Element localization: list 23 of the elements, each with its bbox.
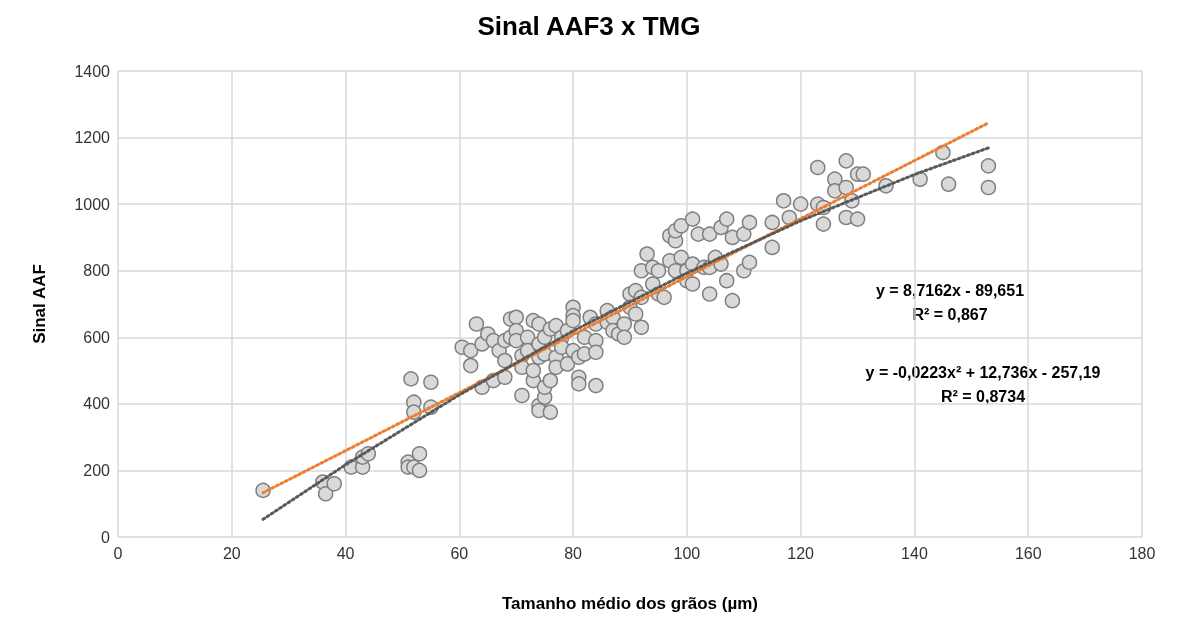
- x-tick-label: 0: [113, 544, 123, 562]
- y-tick-label: 1400: [74, 62, 111, 80]
- y-tick-label: 1000: [74, 195, 111, 213]
- x-tick-label: 140: [901, 544, 928, 562]
- y-tick-label: 600: [83, 328, 111, 346]
- chart-title: Sinal AAF3 x TMG: [477, 11, 701, 41]
- y-tick-label: 200: [83, 461, 111, 479]
- x-tick-label: 120: [787, 544, 815, 562]
- annotation: y = 8,7162x - 89,651 R² = 0,867: [875, 281, 1025, 323]
- x-tick-label: 160: [1014, 544, 1042, 562]
- x-tick-label: 100: [673, 544, 701, 562]
- x-tick-label: 60: [450, 544, 469, 562]
- x-tick-label: 20: [222, 544, 241, 562]
- x-tick-label: 80: [564, 544, 583, 562]
- x-tick-label: 180: [1128, 544, 1156, 562]
- x-axis-title: Tamanho médio dos grãos (µm): [501, 594, 759, 613]
- y-tick-label: 400: [83, 395, 111, 413]
- y-tick-label: 0: [101, 528, 111, 546]
- y-tick-label: 1200: [74, 129, 111, 147]
- x-tick-label: 40: [336, 544, 355, 562]
- y-tick-label: 800: [83, 262, 111, 280]
- y-axis-title: Sinal AAF: [30, 264, 49, 344]
- annotation: y = -0,0223x² + 12,736x - 257,19 R² = 0,8734: [865, 363, 1101, 405]
